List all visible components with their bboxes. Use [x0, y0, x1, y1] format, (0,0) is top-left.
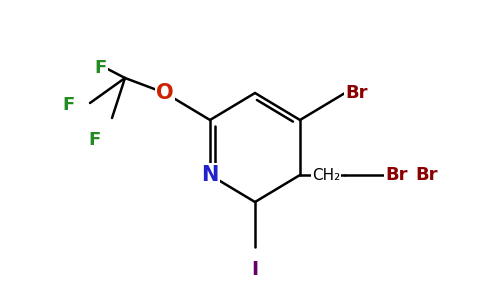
- Text: F: F: [94, 59, 106, 77]
- Text: F: F: [89, 131, 101, 149]
- Text: F: F: [62, 96, 74, 114]
- Text: Br: Br: [345, 84, 367, 102]
- Text: I: I: [251, 260, 258, 279]
- Text: O: O: [156, 83, 174, 103]
- Text: Br: Br: [415, 166, 438, 184]
- Text: CH₂: CH₂: [312, 167, 340, 182]
- Text: Br: Br: [385, 166, 408, 184]
- Text: N: N: [201, 165, 219, 185]
